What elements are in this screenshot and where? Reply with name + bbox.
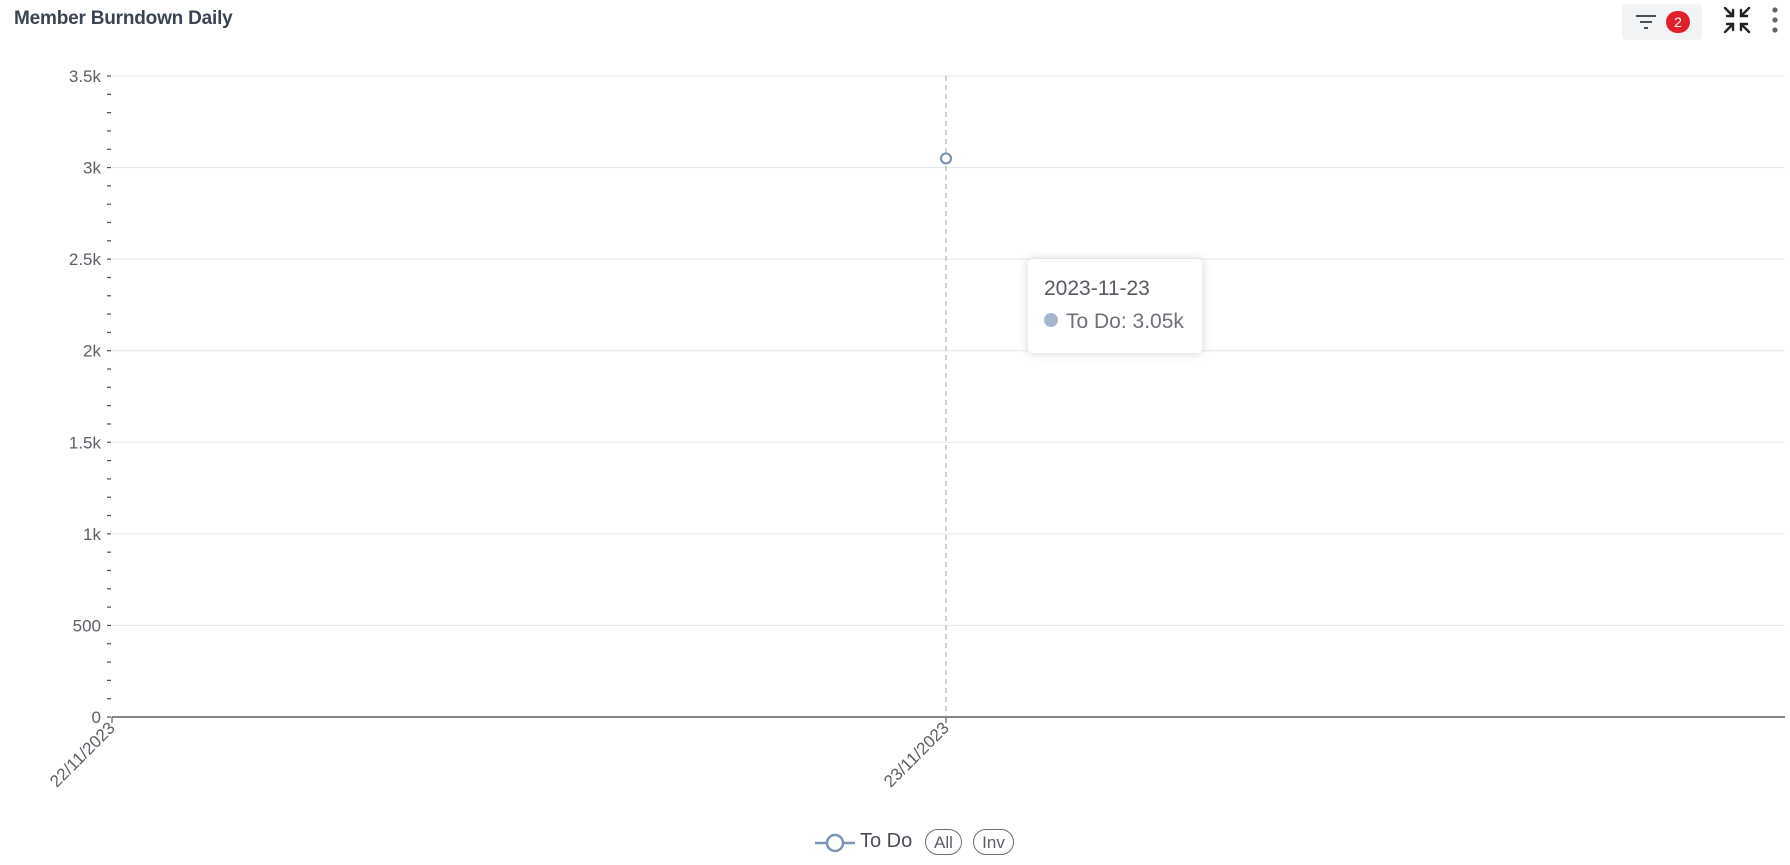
filter-count-badge: 2	[1666, 11, 1690, 33]
x-tick-label: 23/11/2023	[880, 718, 953, 791]
tooltip-series-label: To Do: 3.05k	[1066, 310, 1184, 333]
data-point-todo[interactable]	[939, 152, 953, 165]
y-tick-label: 1.5k	[69, 433, 102, 452]
y-tick-label: 2k	[83, 342, 101, 361]
y-tick-label: 0	[92, 708, 101, 727]
x-tick-label: 22/11/2023	[46, 718, 119, 791]
page-title: Member Burndown Daily	[14, 8, 233, 29]
chart-area: 0 500 1k 1.5k 2k 2.5k 3k 3.5k 22/11/2023 23/11/20…	[46, 67, 1785, 791]
legend-select-all-button[interactable]: All	[925, 829, 962, 855]
more-vertical-icon[interactable]	[1770, 6, 1780, 36]
tooltip-series-row: To Do: 3.05k	[1044, 310, 1184, 334]
y-tick-label: 500	[73, 616, 101, 635]
y-tick-label: 2.5k	[69, 250, 102, 269]
y-tick-label: 1k	[83, 525, 101, 544]
chart-tooltip: 2023-11-23 To Do: 3.05k	[1028, 259, 1202, 353]
legend-item-todo[interactable]: To Do	[860, 830, 913, 852]
y-tick-label: 3.5k	[69, 67, 102, 86]
y-tick-label: 3k	[83, 159, 101, 178]
legend-invert-button[interactable]: Inv	[973, 829, 1014, 855]
filter-button[interactable]: 2	[1622, 4, 1702, 40]
filter-icon	[1636, 15, 1656, 29]
tooltip-date: 2023-11-23	[1044, 277, 1150, 300]
legend-line-marker-icon[interactable]	[815, 828, 855, 858]
collapse-arrows-icon[interactable]	[1722, 5, 1752, 35]
tooltip-series-dot	[1044, 313, 1058, 327]
